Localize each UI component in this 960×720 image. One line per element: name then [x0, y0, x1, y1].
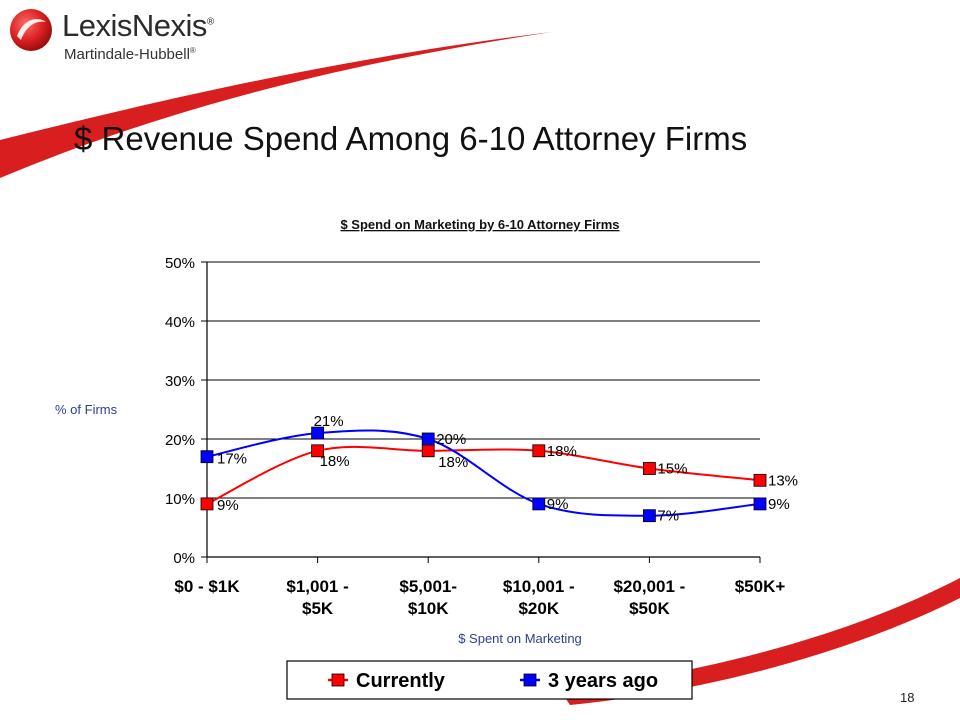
y-axis-title: % of Firms [55, 402, 118, 417]
x-tick-label: $10,001 - [503, 577, 575, 596]
plot-area: 0% 10% 20% 30% 40% 50% $0 - $1K $1,001 - $5K $5,0… [165, 255, 798, 618]
brand-name-mark: ® [206, 16, 214, 28]
legend-marker [523, 673, 537, 687]
x-axis-title: $ Spent on Marketing [458, 631, 582, 646]
series-1-point [200, 497, 214, 511]
x-tick-label: $5,001- [399, 577, 457, 596]
page-number: 18 [900, 690, 915, 705]
data-label: 7% [657, 508, 679, 525]
data-label: 13% [768, 472, 798, 489]
brand-subtitle-mark: ® [189, 46, 196, 55]
series-1-point [311, 444, 325, 458]
series-2-point [421, 432, 435, 446]
series-2-point [200, 450, 214, 464]
data-label: 9% [547, 496, 569, 513]
series-line-1 [206, 445, 761, 505]
x-tick-label: $50K+ [735, 577, 786, 596]
data-label: 17% [217, 451, 247, 468]
data-label: 15% [657, 461, 687, 478]
page-title: $ Revenue Spend Among 6-10 Attorney Firm… [74, 120, 748, 157]
series-2-point [753, 497, 767, 511]
y-tick-label: 50% [165, 255, 195, 272]
y-tick-label: 40% [165, 314, 195, 331]
logo-emblem-icon [10, 9, 52, 51]
data-label: 20% [436, 431, 466, 448]
data-label: 18% [320, 453, 350, 470]
x-tick-label: $50K [629, 599, 670, 618]
data-label: 9% [217, 497, 239, 514]
legend: Currently 3 years ago [286, 660, 693, 700]
series-1-point [532, 444, 546, 458]
data-label: 9% [768, 496, 790, 513]
legend-box [286, 660, 693, 700]
legend-label: Currently [356, 670, 446, 692]
x-tick-label: $20,001 - [613, 577, 685, 596]
y-tick-label: 10% [165, 491, 195, 508]
chart-title: $ Spend on Marketing by 6-10 Attorney Fi… [340, 217, 619, 232]
brand-logo: LexisNexis® Martindale-Hubbell® [8, 6, 228, 68]
x-tick-label: $20K [518, 599, 559, 618]
x-tick-label: $10K [408, 599, 449, 618]
data-label: 21% [314, 413, 344, 430]
series-1-point [421, 444, 435, 458]
x-tick-label: $0 - $1K [174, 577, 240, 596]
y-tick-label: 0% [173, 550, 195, 567]
brand-name: LexisNexis® [62, 8, 214, 43]
legend-label: 3 years ago [548, 670, 658, 692]
y-tick-label: 30% [165, 373, 195, 390]
brand-subtitle: Martindale-Hubbell® [64, 46, 196, 63]
series-2-point [532, 497, 546, 511]
data-label: 18% [438, 454, 468, 471]
y-tick-label: 20% [165, 432, 195, 449]
series-2-point [643, 509, 656, 523]
series-2-point [311, 426, 325, 440]
series-line-2 [206, 429, 761, 517]
series-1-point [643, 462, 656, 475]
series-1-point [753, 473, 767, 487]
data-label: 18% [547, 443, 577, 460]
legend-marker [331, 673, 345, 687]
x-tick-label: $1,001 - [286, 577, 348, 596]
x-tick-label: $5K [302, 599, 334, 618]
